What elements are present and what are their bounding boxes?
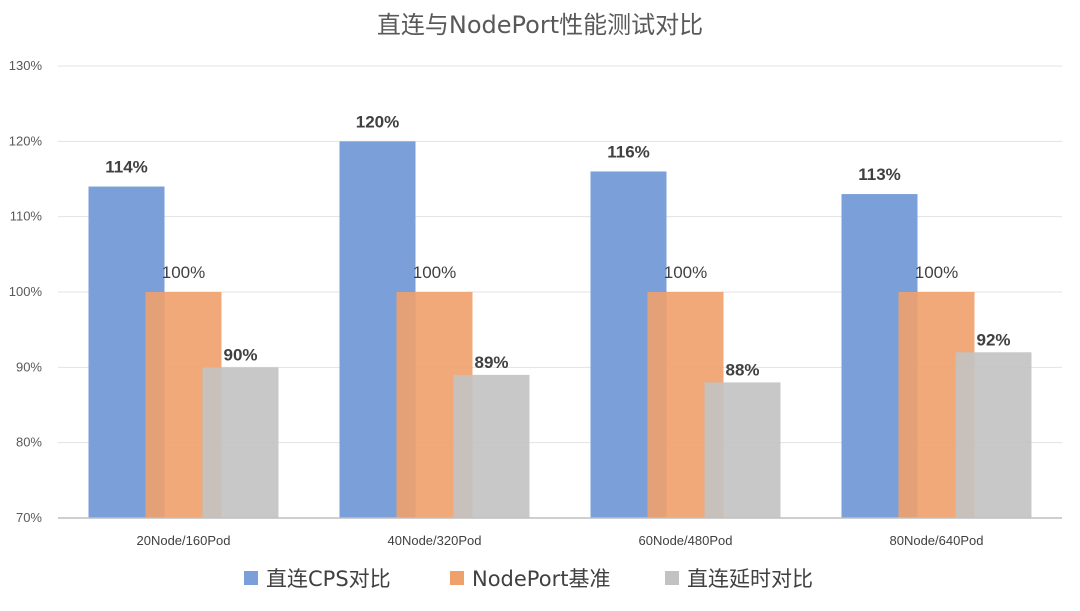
bar — [453, 374, 530, 518]
data-label: 116% — [607, 142, 650, 161]
legend-swatch — [244, 571, 258, 585]
legend-label: 直连CPS对比 — [266, 567, 391, 591]
data-labels: 114% 100% 90% 120% 100% 89% 116% 100% 88% 113% 100… — [105, 112, 1010, 379]
data-label: 100% — [664, 263, 707, 282]
legend-label: 直连延时对比 — [687, 567, 813, 591]
data-label: 92% — [976, 330, 1010, 349]
data-label: 89% — [474, 353, 508, 372]
data-label: 100% — [915, 263, 958, 282]
bar — [704, 382, 781, 518]
data-label: 100% — [413, 263, 456, 282]
chart-title: 直连与NodePort性能测试对比 — [377, 11, 703, 39]
bar — [202, 367, 279, 518]
y-tick-label: 100% — [9, 284, 43, 299]
x-tick-label: 40Node/320Pod — [388, 533, 482, 548]
y-tick-label: 130% — [9, 58, 43, 73]
x-tick-label: 80Node/640Pod — [890, 533, 984, 548]
data-label: 114% — [105, 158, 148, 177]
data-label: 113% — [858, 165, 901, 184]
legend: 直连CPS对比 NodePort基准 直连延时对比 — [244, 567, 813, 591]
data-label: 90% — [223, 345, 257, 364]
data-label: 100% — [162, 263, 205, 282]
x-tick-label: 20Node/160Pod — [137, 533, 231, 548]
y-tick-label: 80% — [16, 435, 42, 450]
data-label: 120% — [356, 112, 399, 131]
data-label: 88% — [725, 360, 759, 379]
bars — [88, 141, 1032, 519]
bar — [955, 352, 1032, 518]
y-tick-label: 70% — [16, 510, 42, 525]
x-tick-label: 60Node/480Pod — [639, 533, 733, 548]
legend-label: NodePort基准 — [472, 567, 610, 591]
x-axis: 20Node/160Pod 40Node/320Pod 60Node/480Pod 8… — [58, 517, 1062, 548]
y-tick-label: 110% — [10, 209, 43, 224]
legend-swatch — [665, 571, 679, 585]
y-axis: 70% 80% 90% 100% 110% 120% 130% — [9, 58, 43, 525]
y-tick-label: 90% — [16, 359, 42, 374]
legend-swatch — [450, 571, 464, 585]
y-tick-label: 120% — [9, 133, 43, 148]
